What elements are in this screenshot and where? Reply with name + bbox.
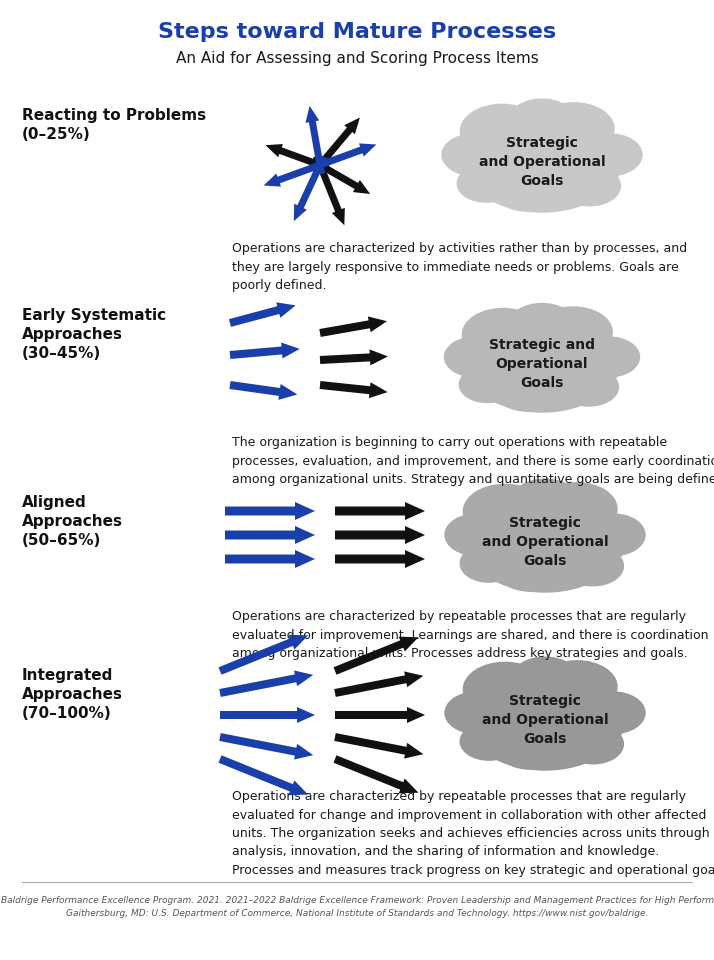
Text: (0–25%): (0–25%) <box>22 127 91 142</box>
FancyArrow shape <box>334 671 423 697</box>
Ellipse shape <box>465 666 625 770</box>
FancyArrow shape <box>293 156 327 221</box>
FancyArrow shape <box>225 502 315 520</box>
FancyArrow shape <box>311 117 360 175</box>
FancyArrow shape <box>335 550 425 568</box>
Ellipse shape <box>461 723 518 760</box>
Ellipse shape <box>461 105 543 158</box>
FancyArrow shape <box>334 733 423 758</box>
Text: An Aid for Assessing and Scoring Process Items: An Aid for Assessing and Scoring Process… <box>176 51 538 65</box>
FancyArrow shape <box>311 143 376 172</box>
Ellipse shape <box>445 337 507 377</box>
Text: Approaches: Approaches <box>22 514 123 529</box>
Ellipse shape <box>463 662 547 716</box>
Text: Aligned: Aligned <box>22 495 86 510</box>
Ellipse shape <box>464 312 620 412</box>
Ellipse shape <box>497 373 556 411</box>
FancyArrow shape <box>311 157 371 194</box>
Text: Strategic
and Operational
Goals: Strategic and Operational Goals <box>482 516 608 568</box>
Text: (70–100%): (70–100%) <box>22 706 112 721</box>
FancyArrow shape <box>218 635 308 675</box>
Text: Approaches: Approaches <box>22 687 123 702</box>
FancyArrow shape <box>230 343 300 359</box>
Text: From Baldrige Performance Excellence Program. 2021. 2021–2022 Baldrige Excellenc: From Baldrige Performance Excellence Pro… <box>0 896 714 918</box>
Ellipse shape <box>563 724 623 764</box>
Ellipse shape <box>511 479 578 523</box>
FancyArrow shape <box>320 349 388 366</box>
FancyArrow shape <box>335 707 425 723</box>
Ellipse shape <box>581 692 645 733</box>
FancyArrow shape <box>313 155 345 226</box>
FancyArrow shape <box>218 756 308 795</box>
Text: Operations are characterized by repeatable processes that are regularly
evaluate: Operations are characterized by repeatab… <box>232 790 714 877</box>
FancyArrow shape <box>229 381 297 400</box>
Ellipse shape <box>445 514 509 556</box>
Ellipse shape <box>457 165 515 203</box>
Ellipse shape <box>461 544 518 582</box>
FancyArrow shape <box>225 550 315 568</box>
FancyArrow shape <box>263 158 330 186</box>
Text: Steps toward Mature Processes: Steps toward Mature Processes <box>158 22 556 42</box>
Text: (30–45%): (30–45%) <box>22 346 101 361</box>
Ellipse shape <box>463 308 543 361</box>
Ellipse shape <box>509 303 575 346</box>
FancyArrow shape <box>333 636 418 675</box>
FancyArrow shape <box>335 502 425 520</box>
Text: Reacting to Problems: Reacting to Problems <box>22 108 206 123</box>
Ellipse shape <box>508 99 575 143</box>
Text: Early Systematic: Early Systematic <box>22 308 166 323</box>
FancyArrow shape <box>266 144 329 171</box>
Text: Integrated: Integrated <box>22 668 114 683</box>
Text: Strategic and
Operational
Goals: Strategic and Operational Goals <box>489 338 595 390</box>
Ellipse shape <box>462 108 622 212</box>
FancyArrow shape <box>219 670 313 697</box>
FancyArrow shape <box>219 733 313 759</box>
Ellipse shape <box>581 514 645 556</box>
Ellipse shape <box>463 485 547 539</box>
FancyArrow shape <box>220 707 315 723</box>
Ellipse shape <box>496 172 556 211</box>
Text: Operations are characterized by repeatable processes that are regularly
evaluate: Operations are characterized by repeatab… <box>232 610 708 660</box>
Ellipse shape <box>465 488 625 592</box>
FancyArrow shape <box>306 106 325 175</box>
Text: Strategic
and Operational
Goals: Strategic and Operational Goals <box>482 694 608 746</box>
Ellipse shape <box>442 134 506 176</box>
Text: Approaches: Approaches <box>22 327 123 342</box>
FancyArrow shape <box>333 756 418 793</box>
Ellipse shape <box>445 692 509 733</box>
Ellipse shape <box>534 103 614 155</box>
Text: Strategic
and Operational
Goals: Strategic and Operational Goals <box>478 136 605 188</box>
FancyArrow shape <box>320 381 388 398</box>
Ellipse shape <box>511 658 578 701</box>
Ellipse shape <box>498 551 559 591</box>
Text: The organization is beginning to carry out operations with repeatable
processes,: The organization is beginning to carry o… <box>232 436 714 486</box>
Ellipse shape <box>498 730 559 769</box>
FancyArrow shape <box>225 526 315 544</box>
Ellipse shape <box>537 660 617 712</box>
Ellipse shape <box>459 367 516 402</box>
Ellipse shape <box>537 483 617 535</box>
Ellipse shape <box>578 134 642 176</box>
FancyArrow shape <box>335 526 425 544</box>
Ellipse shape <box>559 368 618 406</box>
Text: (50–65%): (50–65%) <box>22 533 101 548</box>
Ellipse shape <box>534 307 612 357</box>
Ellipse shape <box>560 166 620 205</box>
FancyArrow shape <box>229 302 296 326</box>
FancyArrow shape <box>319 317 387 337</box>
Ellipse shape <box>563 546 623 586</box>
Text: Operations are characterized by activities rather than by processes, and
they ar: Operations are characterized by activiti… <box>232 242 687 292</box>
Ellipse shape <box>577 337 640 377</box>
